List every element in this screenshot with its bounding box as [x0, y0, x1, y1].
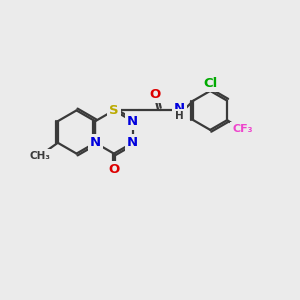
Text: O: O — [149, 88, 160, 101]
Text: S: S — [109, 104, 119, 117]
Text: N: N — [90, 136, 101, 149]
Text: H: H — [175, 111, 184, 121]
Text: N: N — [127, 115, 138, 128]
Text: CH₃: CH₃ — [29, 151, 50, 161]
Text: Cl: Cl — [203, 77, 217, 90]
Text: N: N — [174, 101, 185, 115]
Text: O: O — [108, 163, 119, 176]
Text: CF₃: CF₃ — [232, 124, 253, 134]
Text: N: N — [127, 136, 138, 149]
